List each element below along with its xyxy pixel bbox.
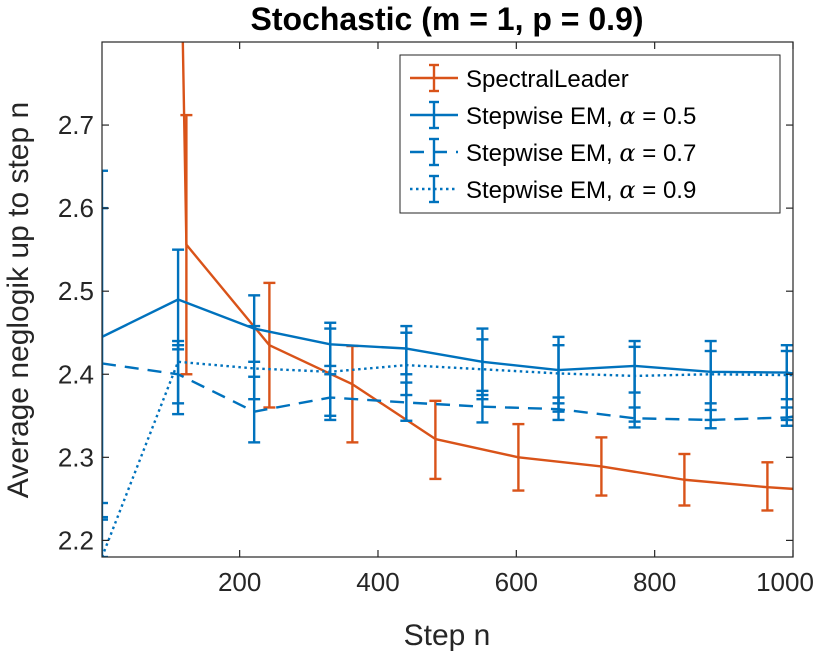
series-line-0 [181,42,793,491]
error-bar-0-4 [512,422,525,492]
error-bar-3-0 [102,518,108,557]
axes-box [101,41,794,558]
error-bar-3-9 [780,349,793,422]
error-bar-3-4 [400,331,413,397]
x-tick-label-400: 400 [356,567,399,597]
series-layer [102,42,793,557]
x-tick-label-1000: 1000 [756,567,814,597]
legend-entry-3: Stepwise EM, α = 0.9 [410,174,696,204]
legend-entries: SpectralLeader Stepwise EM, α = 0.5 Stepwi… [410,63,696,204]
legend-label-2: Stepwise EM, α = 0.7 [466,139,696,167]
error-bar-3-2 [248,324,261,401]
y-axis-label: Average neglogik up to step n [2,102,35,498]
legend-entry-1: Stepwise EM, α = 0.5 [410,100,696,130]
error-bar-3-7 [628,345,641,423]
tick-layer: 200 400 600 800 1000 2.2 2.3 2.4 2.5 2.6 2.7 [58,42,814,597]
y-tick-label-2.4: 2.4 [58,359,94,389]
legend-label-0: SpectralLeader [466,66,629,93]
error-bar-0-6 [678,452,691,507]
error-bar-0-5 [595,436,608,497]
x-tick-label-200: 200 [218,567,261,597]
legend-label-1: Stepwise EM, α = 0.5 [466,102,696,130]
error-bar-0-0 [180,113,193,376]
legend-entry-2: Stepwise EM, α = 0.7 [410,137,696,167]
error-bar-3-1 [172,343,185,405]
x-tick-label-600: 600 [495,567,538,597]
error-bar-0-7 [761,461,774,512]
y-tick-label-2.2: 2.2 [58,525,94,555]
error-bar-0-1 [263,281,276,409]
y-tick-label-2.6: 2.6 [58,193,94,223]
error-bar-3-8 [704,349,717,422]
series-3 [102,324,793,557]
legend-label-3: Stepwise EM, α = 0.9 [466,176,696,204]
x-axis-label: Step n [404,619,491,652]
chart-title: Stochastic (m = 1, p = 0.9) [250,1,643,37]
error-bar-3-3 [324,327,337,417]
series-line-3 [102,360,793,557]
error-bar-0-3 [429,399,442,481]
legend-box [399,54,781,214]
error-bar-1-0 [102,169,108,505]
y-tick-label-2.3: 2.3 [58,442,94,472]
y-tick-label-2.7: 2.7 [58,110,94,140]
legend-entry-0: SpectralLeader [410,63,629,93]
legend: SpectralLeader Stepwise EM, α = 0.5 Stepwi… [399,54,781,214]
error-bar-3-5 [476,338,489,401]
error-bar-3-6 [552,343,565,413]
x-tick-label-800: 800 [633,567,676,597]
y-tick-label-2.5: 2.5 [58,276,94,306]
